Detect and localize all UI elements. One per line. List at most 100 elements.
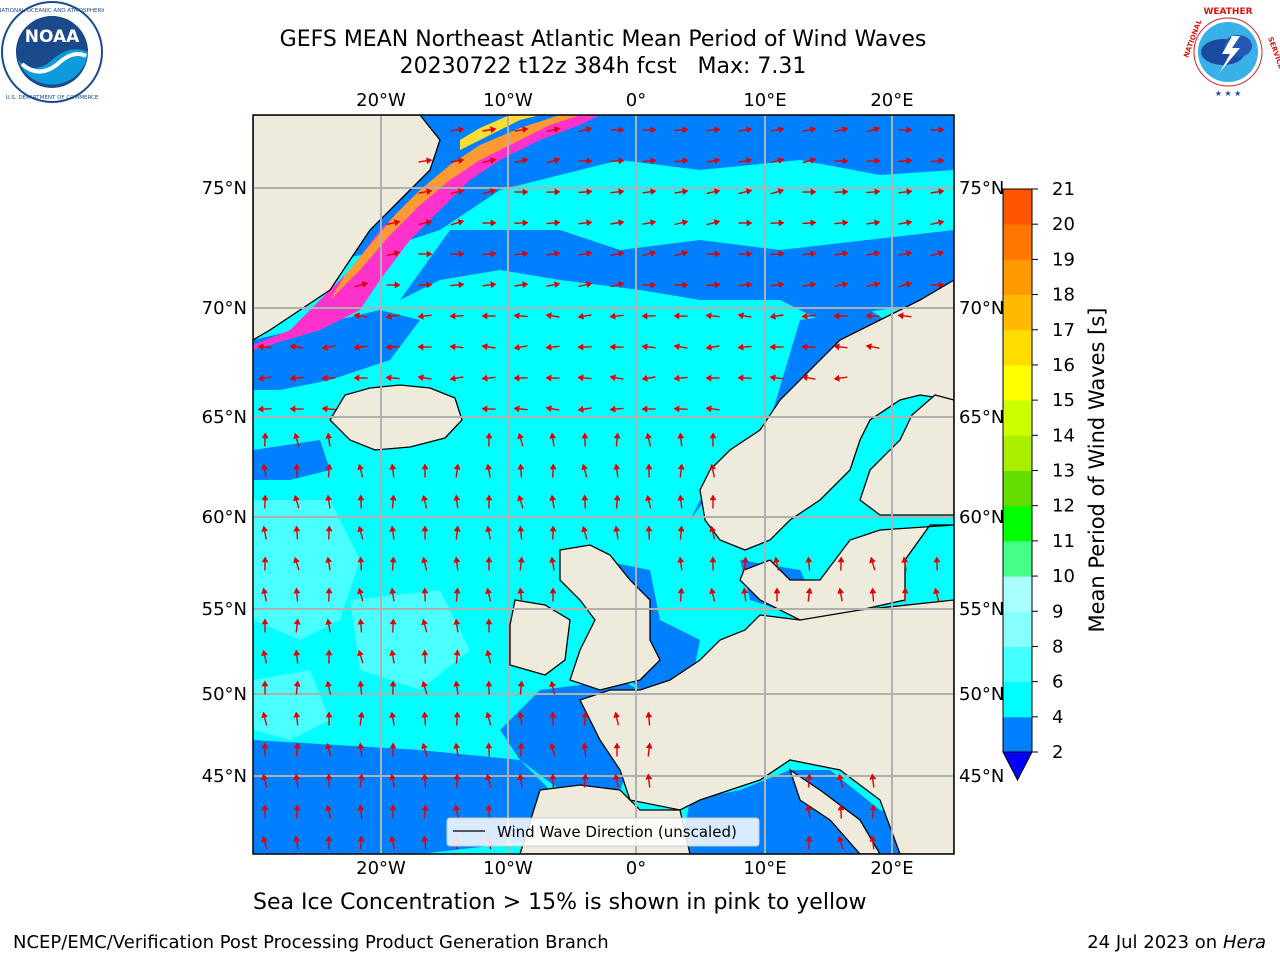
wind-arrow-head: [906, 126, 913, 134]
wind-arrow-head: [485, 804, 493, 811]
lat-label: 75°N: [959, 178, 1004, 199]
right-lat-labels: 75°N 70°N 65°N 60°N 55°N 50°N 45°N: [959, 178, 1004, 787]
wind-arrow-head: [485, 494, 493, 501]
wind-arrow-head: [545, 405, 552, 413]
wind-arrow-head: [709, 587, 716, 595]
wind-arrow-head: [682, 188, 689, 196]
footer-host: Hera: [1222, 932, 1266, 953]
wind-arrow-head: [906, 188, 913, 196]
wind-arrow-head: [357, 556, 365, 563]
wind-arrow-head: [293, 835, 301, 842]
wind-arrow-head: [645, 494, 652, 502]
wind-arrow-head: [713, 188, 721, 195]
wind-arrow-head: [293, 649, 301, 656]
wind-arrow-head: [549, 587, 557, 594]
wind-arrow-head: [554, 188, 561, 196]
wind-arrow-head: [714, 157, 721, 165]
finland: [859, 394, 954, 516]
lon-label: 20°W: [356, 90, 406, 111]
lon-label: 10°E: [743, 90, 786, 111]
wind-arrow-head: [389, 773, 396, 781]
wind-arrow-head: [513, 405, 520, 413]
colorbar-band: [1003, 224, 1032, 260]
wind-arrow-head: [517, 773, 525, 780]
wind-arrow-head: [682, 281, 689, 289]
wind-arrow-head: [513, 343, 520, 351]
wind-arrow-head: [810, 219, 817, 227]
left-lat-labels: 75°N 70°N 65°N 60°N 55°N 50°N 45°N: [202, 178, 247, 787]
wind-arrow-head: [649, 250, 657, 257]
wind-arrow-head: [458, 126, 465, 134]
wind-arrow-head: [677, 587, 685, 594]
wind-arrow-head: [585, 126, 593, 133]
wind-arrow-head: [261, 649, 268, 657]
wind-arrow-head: [933, 587, 940, 595]
sea-ice-band: [253, 115, 600, 350]
wind-arrow-head: [714, 250, 721, 258]
wind-arrow-head: [389, 463, 397, 470]
wind-arrow-head: [938, 188, 945, 196]
wind-arrow-head: [865, 312, 872, 320]
wind-arrow-head: [869, 556, 876, 564]
svg-text:WEATHER: WEATHER: [1203, 7, 1252, 17]
wind-arrow-head: [357, 680, 365, 687]
wind-arrow-head: [485, 649, 492, 657]
wind-arrow-head: [618, 188, 625, 196]
wind-arrow-head: [714, 281, 721, 289]
wind-arrow-head: [293, 587, 301, 594]
wind-arrow-head: [385, 312, 392, 320]
wind-arrow-head: [453, 494, 461, 501]
svg-text:U.S. DEPARTMENT OF COMMERCE: U.S. DEPARTMENT OF COMMERCE: [6, 95, 99, 101]
wind-arrow-head: [293, 618, 301, 625]
wind-arrow-head: [293, 711, 301, 718]
lon-label: 10°W: [483, 858, 533, 879]
wind-arrow-head: [421, 742, 428, 750]
chart-subtitle: 20230722 t12z 384h fcst Max: 7.31: [399, 54, 807, 79]
wind-arrow-head: [545, 343, 552, 351]
wind-arrow-head: [545, 312, 552, 320]
wind-arrow-head: [549, 463, 557, 470]
wind-arrow-head: [641, 374, 648, 382]
wind-arrow-head: [522, 188, 529, 196]
wind-arrow-head: [809, 126, 817, 133]
wind-arrow-head: [553, 157, 561, 164]
map-legend: Wind Wave Direction (unscaled): [446, 817, 760, 847]
lat-label: 65°N: [959, 407, 1004, 428]
colorbar-band: [1003, 540, 1032, 577]
wind-arrow-head: [357, 649, 364, 657]
colorbar-tick-label: 8: [1052, 636, 1063, 657]
wind-arrow-head: [554, 250, 561, 258]
wind-arrow-head: [325, 680, 332, 688]
wind-arrow-head: [581, 525, 588, 533]
wind-arrow-head: [517, 711, 525, 718]
wind-arrow-head: [261, 711, 268, 719]
colorbar-tick-label: 16: [1052, 355, 1075, 376]
colorbar: 2 4 6 8 9 10 11 12 13 14 15 16 17 18 19 20 21: [1002, 179, 1075, 782]
wind-arrow-head: [453, 742, 461, 749]
wind-arrow-head: [517, 494, 524, 502]
wind-arrow-head: [705, 343, 712, 351]
wind-arrow-head: [641, 343, 648, 351]
wind-arrow-head: [810, 188, 817, 196]
colorbar-tick-label: 21: [1052, 179, 1075, 200]
wind-arrow-head: [841, 281, 849, 288]
wind-arrow-head: [874, 250, 881, 258]
wind-arrow-head: [873, 126, 881, 133]
wind-arrow-head: [581, 711, 589, 718]
wind-arrow-head: [901, 556, 909, 563]
wind-arrow-head: [741, 587, 749, 594]
wind-arrow-head: [458, 250, 465, 258]
wind-arrow-head: [609, 374, 616, 382]
wind-arrow-head: [517, 463, 525, 470]
wind-arrow-head: [869, 587, 877, 594]
wind-arrow-head: [293, 494, 300, 502]
colorbar-band: [1003, 294, 1032, 331]
top-lon-labels: 20°W 10°W 0° 10°E 20°E: [356, 90, 913, 111]
wind-arrow-head: [421, 649, 429, 656]
lat-label: 50°N: [959, 684, 1004, 705]
lon-label: 0°: [626, 90, 646, 111]
wind-arrow-head: [778, 126, 785, 134]
wind-arrow-head: [522, 281, 529, 289]
wind-arrow-head: [513, 374, 520, 382]
wind-arrow-head: [385, 343, 392, 351]
